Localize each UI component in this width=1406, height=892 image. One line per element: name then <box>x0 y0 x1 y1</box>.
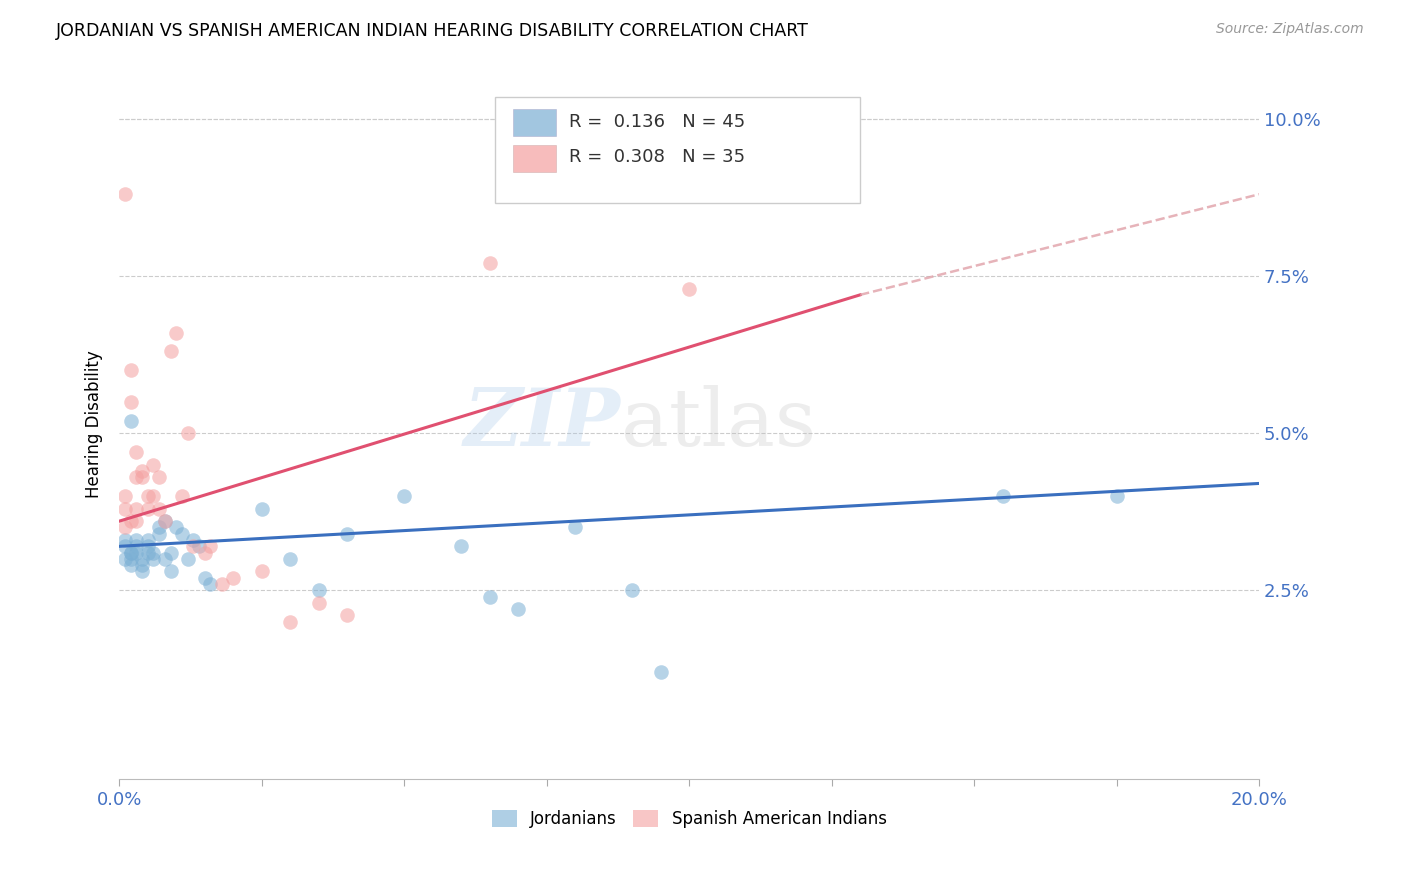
Point <box>136 546 159 560</box>
Point <box>131 558 153 573</box>
Text: R =  0.136   N = 45: R = 0.136 N = 45 <box>569 112 745 131</box>
Point <box>120 413 142 427</box>
Point <box>114 520 136 534</box>
Point <box>131 464 153 478</box>
Point <box>125 445 148 459</box>
FancyBboxPatch shape <box>513 145 555 171</box>
Point <box>153 514 176 528</box>
Text: R =  0.308   N = 35: R = 0.308 N = 35 <box>569 148 745 166</box>
Point <box>136 501 159 516</box>
Point <box>125 533 148 547</box>
Point <box>564 520 586 534</box>
Point <box>211 577 233 591</box>
Text: atlas: atlas <box>621 384 815 463</box>
Point <box>136 489 159 503</box>
Point <box>114 533 136 547</box>
Point <box>250 565 273 579</box>
Point <box>278 615 301 629</box>
Point <box>114 539 136 553</box>
Point <box>125 470 148 484</box>
Point <box>148 520 170 534</box>
Point <box>478 590 501 604</box>
Point <box>142 489 165 503</box>
Point <box>142 552 165 566</box>
Text: JORDANIAN VS SPANISH AMERICAN INDIAN HEARING DISABILITY CORRELATION CHART: JORDANIAN VS SPANISH AMERICAN INDIAN HEA… <box>56 22 808 40</box>
Point <box>308 583 330 598</box>
Point <box>200 539 222 553</box>
Point <box>188 539 211 553</box>
Point <box>165 326 187 340</box>
Point <box>1105 489 1128 503</box>
Point <box>142 546 165 560</box>
Point <box>120 363 142 377</box>
Point <box>148 501 170 516</box>
FancyBboxPatch shape <box>495 97 860 203</box>
Point <box>678 281 700 295</box>
Point <box>650 665 672 679</box>
Point <box>131 470 153 484</box>
Point <box>114 489 136 503</box>
Point <box>120 546 142 560</box>
Point <box>125 514 148 528</box>
Point <box>478 256 501 270</box>
Point <box>250 501 273 516</box>
Point <box>125 501 148 516</box>
Point <box>120 552 142 566</box>
Point <box>148 526 170 541</box>
Point <box>450 539 472 553</box>
Point <box>176 552 198 566</box>
Point <box>125 539 148 553</box>
Point <box>120 514 142 528</box>
Point <box>120 394 142 409</box>
Point <box>200 577 222 591</box>
Point <box>183 533 205 547</box>
Point <box>183 539 205 553</box>
Point <box>170 526 193 541</box>
Point <box>142 458 165 472</box>
Point <box>621 583 644 598</box>
Point <box>114 187 136 202</box>
Point <box>165 520 187 534</box>
Point <box>131 552 153 566</box>
Point <box>336 526 359 541</box>
Point <box>159 546 181 560</box>
Point <box>176 426 198 441</box>
Point <box>278 552 301 566</box>
Y-axis label: Hearing Disability: Hearing Disability <box>86 350 103 498</box>
Point <box>336 608 359 623</box>
Text: Source: ZipAtlas.com: Source: ZipAtlas.com <box>1216 22 1364 37</box>
Point <box>308 596 330 610</box>
Point <box>148 470 170 484</box>
Point <box>991 489 1014 503</box>
Point <box>114 552 136 566</box>
FancyBboxPatch shape <box>513 109 555 136</box>
Legend: Jordanians, Spanish American Indians: Jordanians, Spanish American Indians <box>485 803 893 835</box>
Point <box>159 344 181 359</box>
Point <box>170 489 193 503</box>
Point <box>114 501 136 516</box>
Point <box>222 571 245 585</box>
Point <box>159 565 181 579</box>
Point <box>131 565 153 579</box>
Point <box>120 558 142 573</box>
Point <box>153 552 176 566</box>
Point <box>153 514 176 528</box>
Point <box>120 546 142 560</box>
Point <box>194 546 217 560</box>
Point <box>508 602 530 616</box>
Point <box>394 489 416 503</box>
Point <box>136 539 159 553</box>
Text: ZIP: ZIP <box>464 385 621 462</box>
Point <box>125 546 148 560</box>
Point <box>194 571 217 585</box>
Point <box>136 533 159 547</box>
